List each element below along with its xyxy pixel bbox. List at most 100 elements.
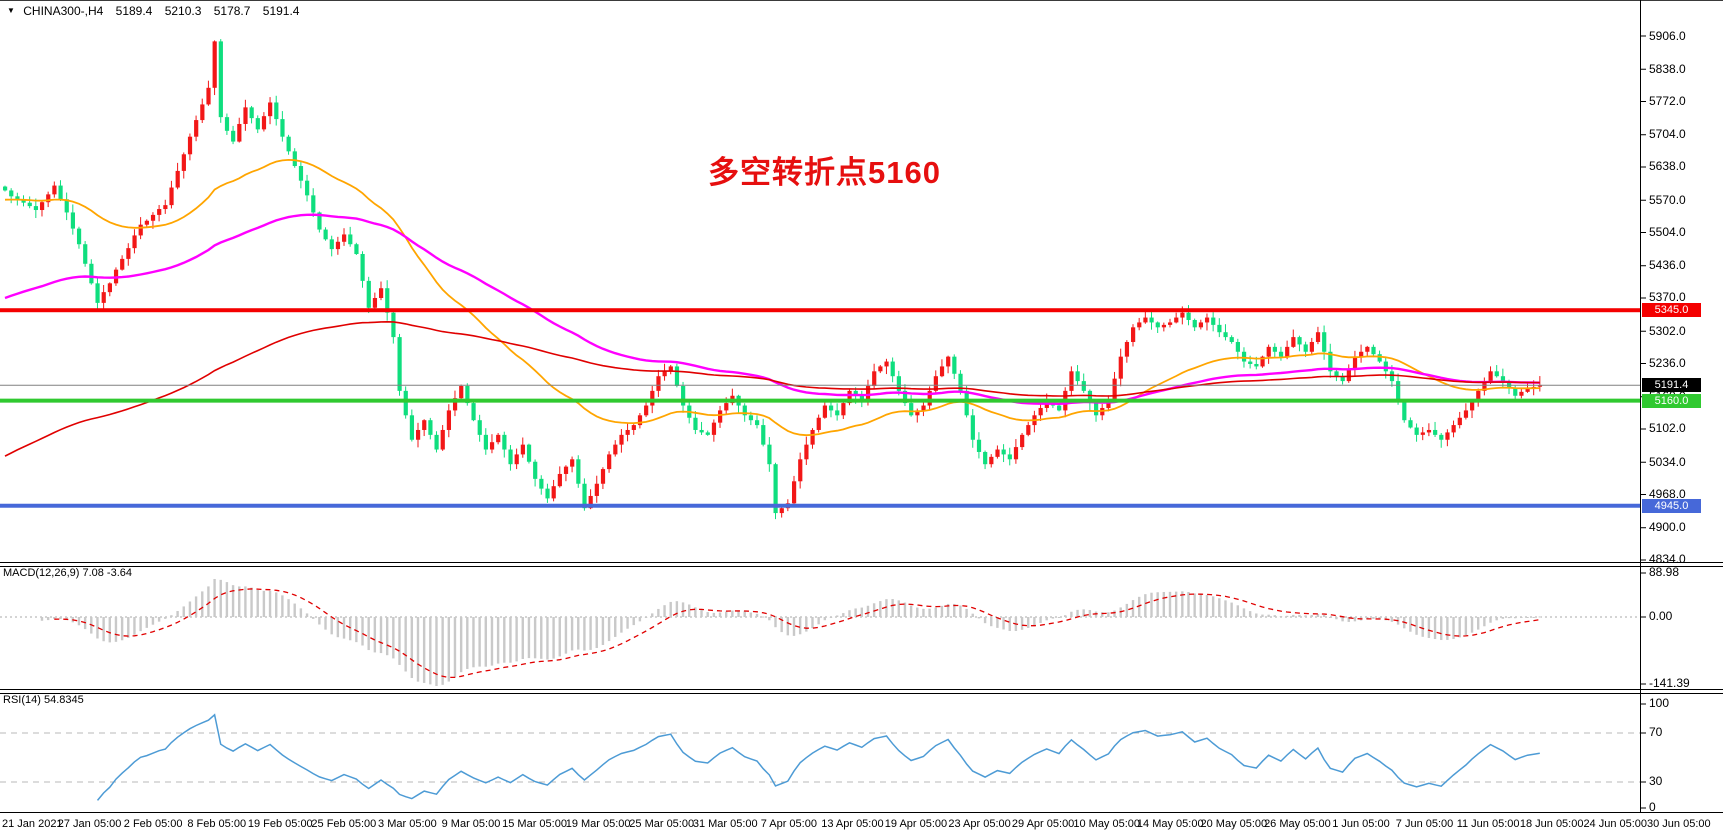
macd-histogram-bar — [330, 617, 333, 635]
macd-histogram-bar — [1261, 614, 1264, 617]
macd-histogram-bar — [583, 617, 586, 651]
macd-histogram-bar — [201, 591, 204, 617]
macd-histogram-bar — [509, 617, 512, 663]
macd-histogram-bar — [1292, 614, 1295, 617]
macd-histogram-bar — [1304, 615, 1307, 617]
price-axis-tick: 5302.0 — [1649, 323, 1686, 338]
macd-histogram-bar — [40, 617, 44, 621]
macd-histogram-bar — [879, 601, 882, 617]
price-axis-tick: 5906.0 — [1649, 28, 1686, 43]
price-axis-tick: 5838.0 — [1649, 61, 1686, 76]
collapse-triangle-icon[interactable]: ▼ — [7, 6, 15, 15]
macd-histogram-bar — [459, 617, 463, 673]
macd-histogram-bar — [1341, 617, 1344, 622]
time-axis-label: 26 May 05:00 — [1264, 818, 1331, 830]
time-axis-label: 19 Apr 05:00 — [884, 818, 948, 830]
macd-panel-separator — [0, 562, 1723, 567]
macd-histogram-bar — [133, 617, 136, 635]
macd-histogram-bar — [1039, 617, 1042, 623]
price-axis-tick: 5102.0 — [1649, 421, 1686, 436]
macd-histogram-bar — [731, 610, 734, 617]
macd-histogram-bar — [1538, 616, 1542, 618]
chart-header: ▼ CHINA300-,H4 5189.4 5210.3 5178.7 5191… — [7, 4, 308, 18]
macd-histogram-bar — [429, 617, 432, 685]
macd-histogram-bar — [515, 617, 518, 662]
time-axis-label: 9 Mar 05:00 — [441, 818, 501, 830]
macd-histogram-bar — [595, 617, 598, 649]
macd-histogram-bar — [385, 617, 389, 656]
time-axis-label: 21 Jan 2021 — [2, 818, 63, 830]
time-axis-label: 7 Apr 05:00 — [760, 818, 817, 830]
time-axis-label: 8 Feb 05:00 — [187, 818, 247, 830]
macd-histogram-bar — [1082, 609, 1085, 617]
macd-histogram-bar — [281, 595, 284, 617]
macd-histogram-bar — [589, 617, 592, 650]
macd-histogram-bar — [761, 616, 765, 618]
macd-histogram-bar — [225, 582, 229, 617]
hline-5345.0[interactable] — [0, 308, 1640, 313]
price-axis-tick: 5370.0 — [1649, 290, 1686, 305]
macd-histogram-bar — [1205, 595, 1209, 617]
macd-histogram-bar — [552, 617, 555, 659]
macd-histogram-bar — [231, 585, 235, 617]
macd-histogram-bar — [749, 612, 753, 617]
rsi-axis-tick: 30 — [1649, 774, 1663, 788]
macd-histogram-bar — [1409, 617, 1412, 632]
macd-histogram-bar — [626, 617, 629, 629]
macd-histogram-bar — [712, 612, 716, 617]
macd-histogram-bar — [1033, 617, 1036, 626]
macd-histogram-bar — [1298, 614, 1301, 617]
macd-histogram-bar — [1483, 617, 1486, 627]
macd-histogram-bar — [139, 617, 142, 632]
macd-histogram-bar — [422, 617, 426, 683]
macd-histogram-bar — [1520, 617, 1523, 618]
open-value: 5189.4 — [115, 4, 153, 18]
macd-histogram-bar — [743, 611, 746, 617]
price-axis-tick: 5570.0 — [1649, 192, 1686, 207]
macd-histogram-bar — [946, 603, 950, 617]
hline-5160.0[interactable] — [0, 398, 1640, 403]
macd-histogram-bar — [928, 608, 931, 617]
macd-layer — [0, 578, 1640, 686]
time-axis-label: 2 Feb 05:00 — [123, 818, 183, 830]
macd-histogram-bar — [398, 617, 401, 665]
macd-histogram-bar — [1150, 592, 1153, 617]
time-axis-label: 7 Jun 05:00 — [1395, 818, 1454, 830]
macd-histogram-bar — [293, 603, 296, 617]
time-axis-label: 25 Mar 05:00 — [629, 818, 695, 830]
macd-histogram-bar — [1230, 602, 1233, 617]
macd-histogram-bar — [250, 587, 253, 617]
macd-histogram-bar — [897, 600, 900, 617]
macd-histogram-bar — [1347, 617, 1350, 622]
macd-histogram-bar — [1076, 609, 1079, 617]
price-axis-tick: 5236.0 — [1649, 355, 1686, 370]
macd-histogram-bar — [786, 617, 790, 636]
macd-histogram-bar — [724, 611, 728, 617]
close-value: 5191.4 — [262, 4, 300, 18]
macd-histogram-bar — [1440, 617, 1443, 641]
macd-histogram-bar — [1224, 600, 1227, 617]
hline-4945.0[interactable] — [0, 503, 1640, 508]
macd-histogram-bar — [835, 615, 839, 617]
candlestick-chart[interactable] — [0, 0, 1723, 812]
macd-histogram-bar — [657, 608, 660, 617]
macd-histogram-bar — [1316, 613, 1320, 617]
macd-histogram-bar — [959, 605, 962, 617]
macd-axis-tick: 0.00 — [1649, 609, 1673, 623]
macd-histogram-bar — [1421, 617, 1424, 637]
window-top-border — [0, 0, 1723, 1]
macd-histogram-bar — [614, 617, 617, 637]
macd-histogram-bar — [1002, 617, 1005, 630]
macd-histogram-bar — [817, 617, 820, 625]
macd-histogram-bar — [188, 601, 192, 617]
macd-histogram-bar — [1045, 617, 1048, 621]
macd-histogram-bar — [1390, 617, 1394, 622]
macd-histogram-bar — [996, 617, 999, 628]
macd-indicator-label: MACD(12,26,9) 7.08 -3.64 — [3, 567, 133, 579]
macd-histogram-bar — [1107, 612, 1110, 617]
macd-histogram-bar — [1279, 615, 1283, 617]
time-axis-label: 1 Jun 05:00 — [1332, 818, 1390, 830]
macd-histogram-bar — [1470, 617, 1474, 633]
price-axis-tick: 5504.0 — [1649, 224, 1686, 239]
macd-histogram-bar — [688, 604, 691, 617]
